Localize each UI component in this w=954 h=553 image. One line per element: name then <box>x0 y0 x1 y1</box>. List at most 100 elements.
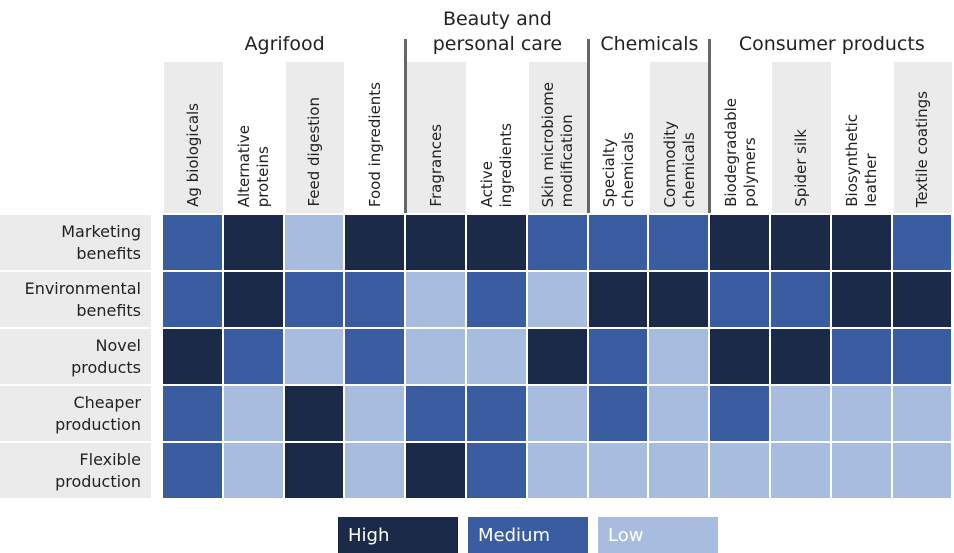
group-label: Consumer products <box>738 33 925 55</box>
cell <box>771 443 830 498</box>
row-label: Marketing benefits <box>0 215 151 270</box>
cell <box>588 386 648 441</box>
cell <box>345 329 405 384</box>
cell <box>892 272 952 327</box>
column-header: Ag biologicals <box>164 62 223 213</box>
column-header: Skin microbiome modification <box>528 62 588 213</box>
column-label: Feed digestion <box>305 97 324 207</box>
cell <box>406 215 465 270</box>
cell <box>649 215 709 270</box>
cell <box>710 272 769 327</box>
row-label: Novel products <box>0 329 151 384</box>
cell <box>588 329 648 384</box>
column-header: Feed digestion <box>285 62 345 213</box>
cell <box>649 329 709 384</box>
cell <box>527 272 587 327</box>
cell <box>588 215 648 270</box>
column-header: Fragrances <box>407 62 466 213</box>
cell <box>223 272 283 327</box>
group-label: Beauty and personal care <box>432 8 563 55</box>
column-label: Spider silk <box>791 129 810 207</box>
cell <box>527 443 587 498</box>
cell <box>831 215 891 270</box>
cell <box>467 272 526 327</box>
cell <box>588 443 648 498</box>
column-header: Commodity chemicals <box>650 62 710 213</box>
cell <box>406 443 465 498</box>
cell <box>163 329 222 384</box>
column-header: Food ingredients <box>346 62 405 213</box>
group-label: Agrifood <box>244 33 325 55</box>
cell <box>710 386 769 441</box>
cell <box>892 329 952 384</box>
cell <box>223 329 283 384</box>
cell <box>771 272 830 327</box>
row-label: Environmental benefits <box>0 272 151 327</box>
legend-entry: High <box>338 517 458 553</box>
cell <box>467 329 526 384</box>
column-label: Textile coatings <box>913 90 932 207</box>
cell <box>284 329 344 384</box>
cell <box>831 386 891 441</box>
column-header: Active ingredients <box>468 62 527 213</box>
cell <box>163 443 222 498</box>
column-header: Textile coatings <box>893 62 953 213</box>
column-label: Specialty chemicals <box>599 131 637 207</box>
cell <box>771 215 830 270</box>
cell <box>284 386 344 441</box>
cell <box>163 386 222 441</box>
cell <box>831 329 891 384</box>
cell <box>710 329 769 384</box>
column-label: Biodegradable polymers <box>721 98 759 207</box>
cell <box>223 443 283 498</box>
column-label: Alternative proteins <box>235 124 273 207</box>
cell <box>649 386 709 441</box>
column-header: Spider silk <box>772 62 831 213</box>
column-label: Food ingredients <box>366 81 385 207</box>
cell <box>345 215 405 270</box>
cell <box>223 386 283 441</box>
cell <box>284 272 344 327</box>
column-header: Biodegradable polymers <box>711 62 770 213</box>
cell <box>649 443 709 498</box>
cell <box>223 215 283 270</box>
cell <box>892 443 952 498</box>
cell <box>406 329 465 384</box>
cell <box>163 215 222 270</box>
column-label: Biosynthetic leather <box>843 114 881 207</box>
cell <box>710 443 769 498</box>
cell <box>284 443 344 498</box>
cell <box>467 386 526 441</box>
column-label: Skin microbiome modification <box>539 81 577 207</box>
group-label: Chemicals <box>600 33 699 55</box>
cell <box>588 272 648 327</box>
column-label: Ag biologicals <box>183 103 202 207</box>
column-header: Specialty chemicals <box>590 62 649 213</box>
cell <box>771 386 830 441</box>
cell <box>892 215 952 270</box>
cell <box>710 215 769 270</box>
cell <box>284 215 344 270</box>
column-header: Alternative proteins <box>225 62 284 213</box>
legend-entry: Medium <box>468 517 588 553</box>
cell <box>345 386 405 441</box>
column-label: Commodity chemicals <box>660 120 698 208</box>
cell <box>527 215 587 270</box>
cell <box>527 329 587 384</box>
column-label: Fragrances <box>427 124 446 207</box>
row-label: Cheaper production <box>0 386 151 441</box>
cell <box>345 272 405 327</box>
cell <box>831 272 891 327</box>
cell <box>163 272 222 327</box>
row-label: Flexible production <box>0 443 151 498</box>
cell <box>345 443 405 498</box>
group-separator <box>404 39 408 213</box>
cell <box>406 272 465 327</box>
cell <box>467 215 526 270</box>
cell <box>406 386 465 441</box>
cell <box>892 386 952 441</box>
column-label: Active ingredients <box>478 122 516 207</box>
cell <box>771 329 830 384</box>
cell <box>831 443 891 498</box>
